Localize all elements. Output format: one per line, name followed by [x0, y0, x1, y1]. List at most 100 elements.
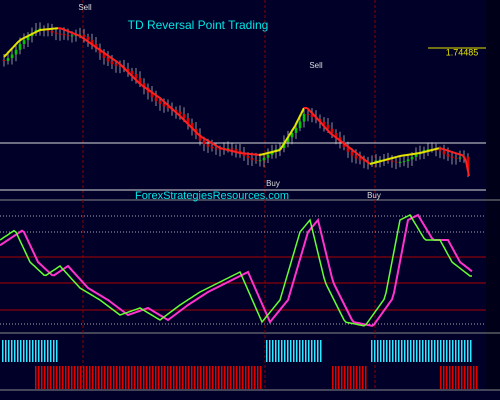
trend-line	[150, 90, 155, 95]
trend-line	[186, 122, 191, 127]
hist-bar-up	[446, 340, 448, 362]
hist-bar-down	[236, 366, 238, 389]
hist-bar-down	[146, 366, 148, 389]
hist-bar-down	[113, 366, 115, 389]
hist-bar-down	[200, 366, 202, 389]
candle-body	[350, 151, 354, 156]
trend-line	[63, 28, 68, 32]
candle-body	[270, 151, 274, 155]
hist-bar-down	[173, 366, 175, 389]
hist-bar-down	[365, 366, 367, 389]
hist-bar-up	[26, 340, 28, 362]
candle-body	[354, 155, 358, 159]
hist-bar-down	[101, 366, 103, 389]
hist-bar-down	[152, 366, 154, 389]
candle-body	[134, 74, 138, 79]
hist-bar-down	[473, 366, 475, 389]
trend-line	[3, 53, 8, 58]
trend-line	[12, 43, 17, 49]
candle-body	[142, 83, 146, 88]
trend-line	[102, 51, 107, 56]
candle-body	[2, 60, 6, 61]
candle-body	[62, 33, 66, 36]
trend-line	[288, 130, 293, 137]
candle-body	[250, 158, 254, 160]
trend-line	[204, 138, 209, 142]
hist-bar-down	[353, 366, 355, 389]
hist-bar-up	[422, 340, 424, 362]
hist-bar-down	[203, 366, 205, 389]
hist-bar-down	[443, 366, 445, 389]
trend-line	[393, 155, 398, 159]
hist-bar-up	[281, 340, 283, 362]
hist-bar-down	[206, 366, 208, 389]
trend-line	[312, 113, 317, 118]
hist-bar-up	[296, 340, 298, 362]
candle-body	[150, 92, 154, 98]
candle-body	[246, 155, 250, 159]
hist-bar-up	[38, 340, 40, 362]
hist-bar-down	[89, 366, 91, 389]
candle-body	[258, 160, 262, 162]
hist-bar-down	[332, 366, 334, 389]
hist-bar-down	[116, 366, 118, 389]
trend-line	[201, 136, 206, 140]
hist-bar-down	[347, 366, 349, 389]
hist-bar-up	[311, 340, 313, 362]
trend-line	[69, 31, 74, 35]
trend-line	[93, 44, 98, 49]
hist-bar-up	[287, 340, 289, 362]
hist-bar-up	[419, 340, 421, 362]
hist-bar-up	[5, 340, 7, 362]
watermark: ForexStrategiesResources.com	[135, 190, 289, 202]
hist-bar-down	[167, 366, 169, 389]
hist-bar-up	[437, 340, 439, 362]
trend-line	[33, 30, 38, 34]
trend-line	[183, 119, 188, 124]
hist-bar-up	[290, 340, 292, 362]
trend-line	[360, 156, 365, 160]
hist-bar-up	[377, 340, 379, 362]
hist-bar-up	[293, 340, 295, 362]
hist-bar-up	[413, 340, 415, 362]
hist-bar-down	[104, 366, 106, 389]
hist-bar-down	[44, 366, 46, 389]
hist-bar-down	[446, 366, 448, 389]
trend-line	[459, 153, 464, 157]
candle-body	[198, 134, 202, 141]
hist-bar-down	[464, 366, 466, 389]
trend-line	[462, 154, 467, 162]
hist-bar-down	[179, 366, 181, 389]
hist-bar-down	[344, 366, 346, 389]
trend-line	[381, 159, 386, 162]
hist-bar-up	[416, 340, 418, 362]
candle-body	[130, 71, 134, 75]
hist-bar-down	[140, 366, 142, 389]
trend-line	[168, 105, 173, 110]
trend-line	[81, 36, 86, 41]
trend-line	[426, 149, 431, 153]
trend-line	[96, 47, 101, 51]
trend-line	[180, 116, 185, 121]
hist-bar-down	[356, 366, 358, 389]
hist-bar-up	[17, 340, 19, 362]
hist-bar-down	[254, 366, 256, 389]
trend-line	[84, 38, 89, 43]
candle-body	[202, 140, 206, 145]
candle-body	[154, 97, 158, 102]
trend-line	[21, 36, 26, 40]
hist-bar-down	[476, 366, 478, 389]
candle-body	[334, 132, 338, 138]
candle-body	[162, 103, 166, 107]
trend-line	[354, 151, 359, 156]
oscillator-main	[0, 214, 472, 327]
sell-label: Sell	[78, 3, 92, 12]
trend-line	[336, 137, 341, 142]
candle-body	[14, 49, 18, 55]
trend-line	[276, 149, 281, 152]
hist-bar-down	[239, 366, 241, 389]
hist-bar-down	[47, 366, 49, 389]
trend-line	[219, 147, 224, 150]
candle-body	[50, 30, 54, 33]
trend-line	[264, 152, 269, 155]
